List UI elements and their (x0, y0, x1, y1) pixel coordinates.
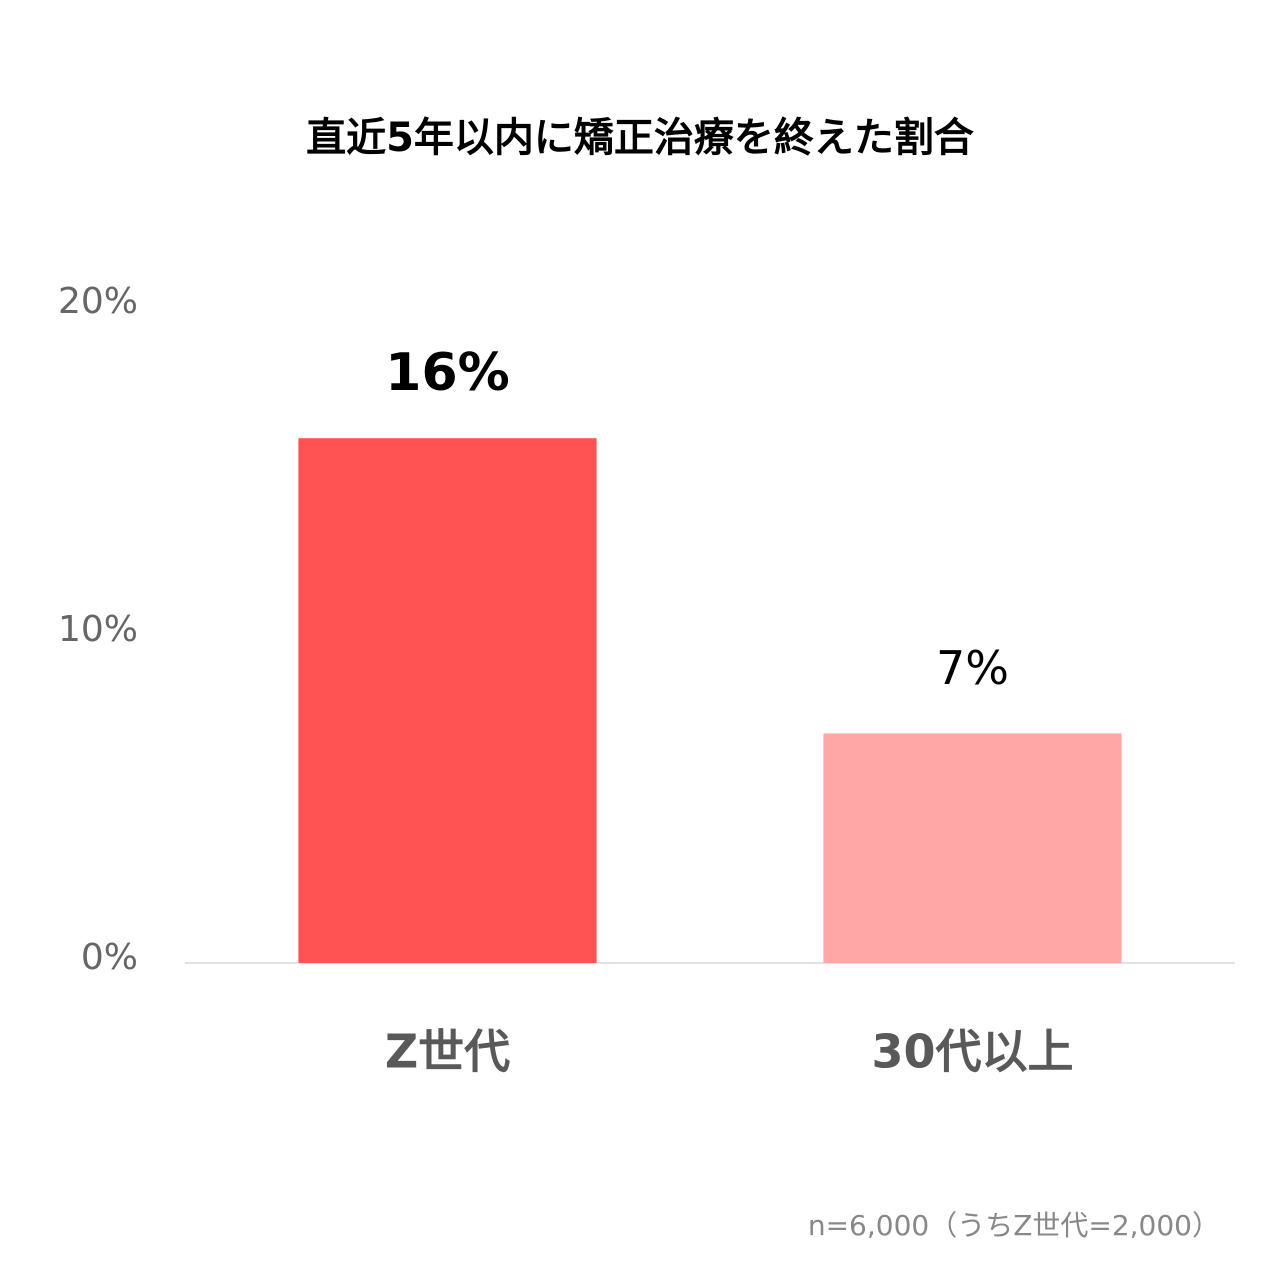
x-tick-label: Z世代 (385, 1025, 510, 1079)
y-tick-label: 0% (81, 937, 138, 978)
chart-title: 直近5年以内に矯正治療を終えた割合 (306, 115, 974, 161)
y-tick-label: 10% (58, 609, 138, 650)
bar (298, 438, 597, 963)
y-tick-label: 20% (58, 281, 138, 322)
bar (823, 733, 1122, 963)
x-tick-label: 30代以上 (871, 1025, 1073, 1079)
footnote: n=6,000（うちZ世代=2,000） (808, 1209, 1220, 1242)
value-label: 7% (936, 641, 1009, 695)
value-label: 16% (385, 343, 509, 403)
